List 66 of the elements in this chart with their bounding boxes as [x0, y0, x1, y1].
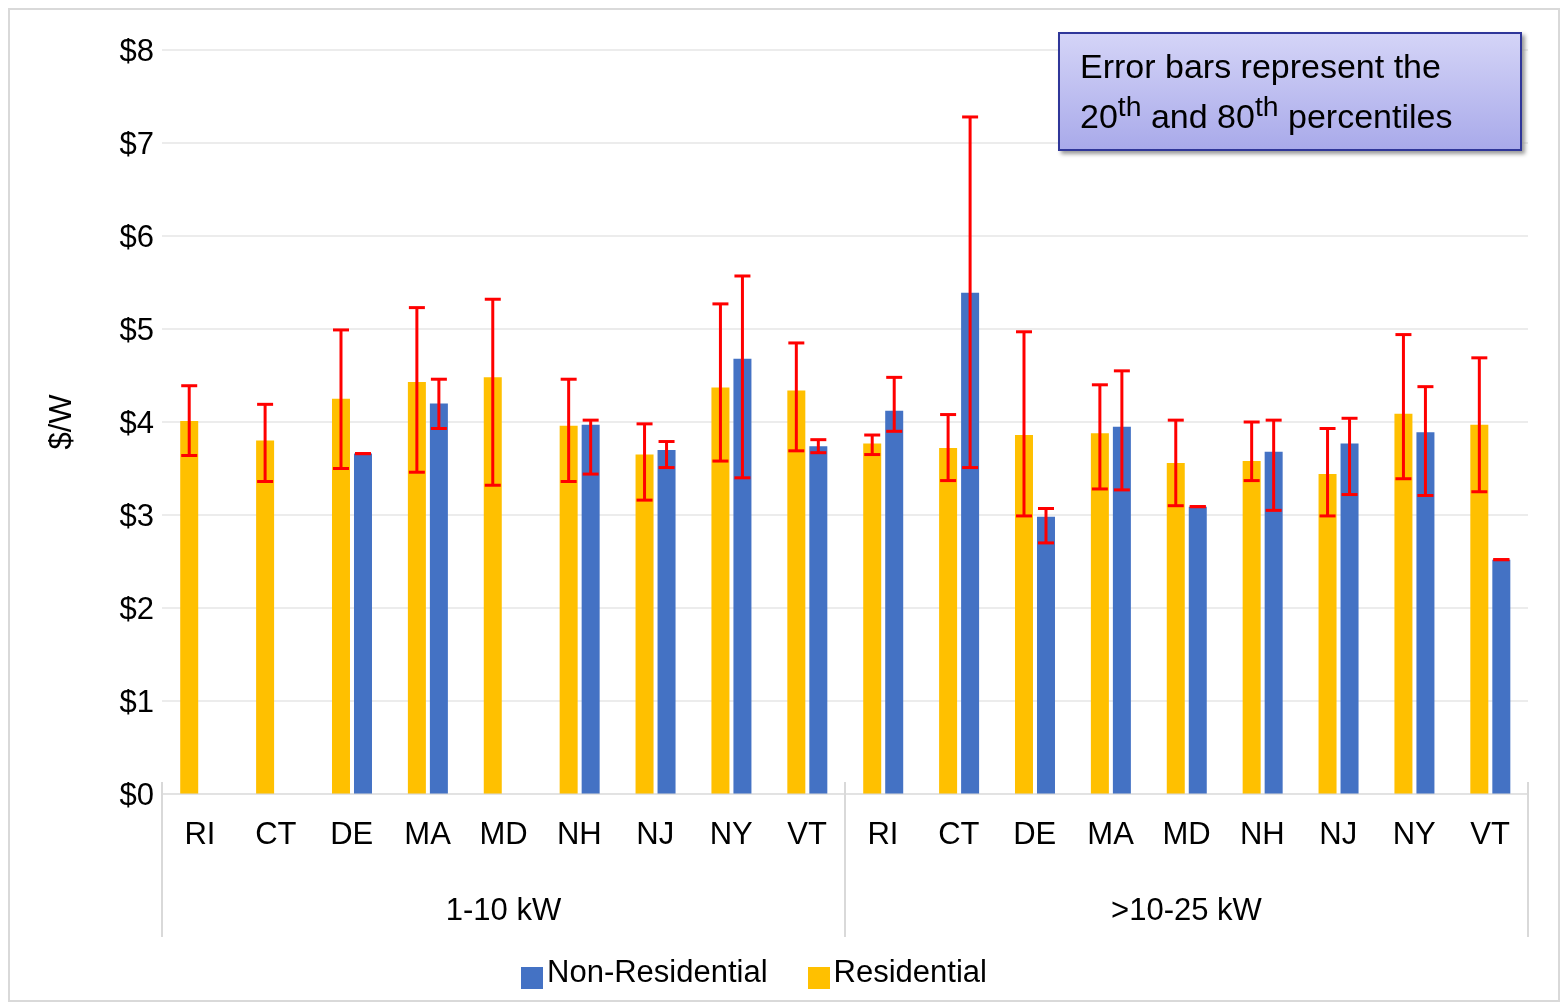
x-tick-label: DE [1013, 816, 1057, 852]
bar [733, 358, 752, 794]
y-tick-label: $5 [119, 312, 154, 348]
x-tick-label: MD [1162, 816, 1211, 852]
bar [939, 448, 958, 794]
bar [256, 440, 275, 794]
bar [1264, 451, 1283, 794]
legend-label: Non-Residential [547, 954, 768, 989]
bar [635, 454, 654, 794]
bar [1188, 506, 1207, 794]
x-tick-label: NH [557, 816, 602, 852]
x-tick-label: VT [1470, 816, 1510, 852]
x-tick-label: MA [404, 816, 452, 852]
bar [863, 443, 882, 794]
x-tick-label: MD [479, 816, 528, 852]
bar [1014, 435, 1033, 794]
y-tick-label: $7 [119, 126, 154, 162]
bar [1340, 443, 1359, 794]
bar [483, 377, 502, 794]
y-tick-label: $6 [119, 219, 154, 255]
bar [1036, 516, 1055, 794]
y-tick-label: $4 [119, 405, 154, 441]
bar [180, 421, 199, 794]
bar [657, 449, 676, 794]
y-tick-label: $3 [119, 498, 154, 534]
bar [429, 403, 448, 794]
x-tick-label: RI [184, 816, 216, 852]
y-tick-label: $0 [119, 777, 154, 813]
x-tick-label: CT [255, 816, 297, 852]
bar [1470, 424, 1489, 794]
bar [809, 446, 828, 794]
bar [1492, 559, 1511, 794]
x-tick-label: VT [787, 816, 827, 852]
bar [1394, 413, 1413, 794]
bar [787, 390, 806, 794]
x-tick-label: RI [867, 816, 899, 852]
bar [559, 425, 578, 794]
x-tick-label: NY [709, 816, 753, 852]
y-tick-label: $1 [119, 684, 154, 720]
x-tick-label: NY [1392, 816, 1436, 852]
bar [961, 292, 980, 794]
text: >10-25 kW [1110, 892, 1263, 928]
legend-label: Residential [833, 954, 987, 989]
y-axis-title: $/W [43, 393, 79, 450]
y-tick-label: $8 [119, 33, 154, 69]
bar [1112, 426, 1131, 794]
bar [1242, 461, 1261, 794]
bar [581, 424, 600, 794]
x-tick-label: NJ [636, 816, 675, 852]
bar [1166, 462, 1185, 794]
bar [711, 387, 730, 794]
bar [1416, 432, 1435, 794]
x-tick-label: DE [330, 816, 374, 852]
bar [407, 382, 426, 794]
x-tick-label: MA [1087, 816, 1135, 852]
text: 1-10 kW [444, 892, 563, 928]
bar [885, 410, 904, 794]
x-tick-label: NJ [1319, 816, 1358, 852]
x-tick-label: CT [938, 816, 980, 852]
bar [331, 398, 350, 794]
bar [353, 453, 372, 794]
y-tick-label: $2 [119, 591, 154, 627]
x-tick-label: NH [1240, 816, 1285, 852]
annotation: Error bars represent the 20$^{th}$ and 80$^{th}$ percentiles [1058, 32, 1522, 151]
bar [1318, 474, 1337, 794]
bar [1090, 433, 1109, 794]
